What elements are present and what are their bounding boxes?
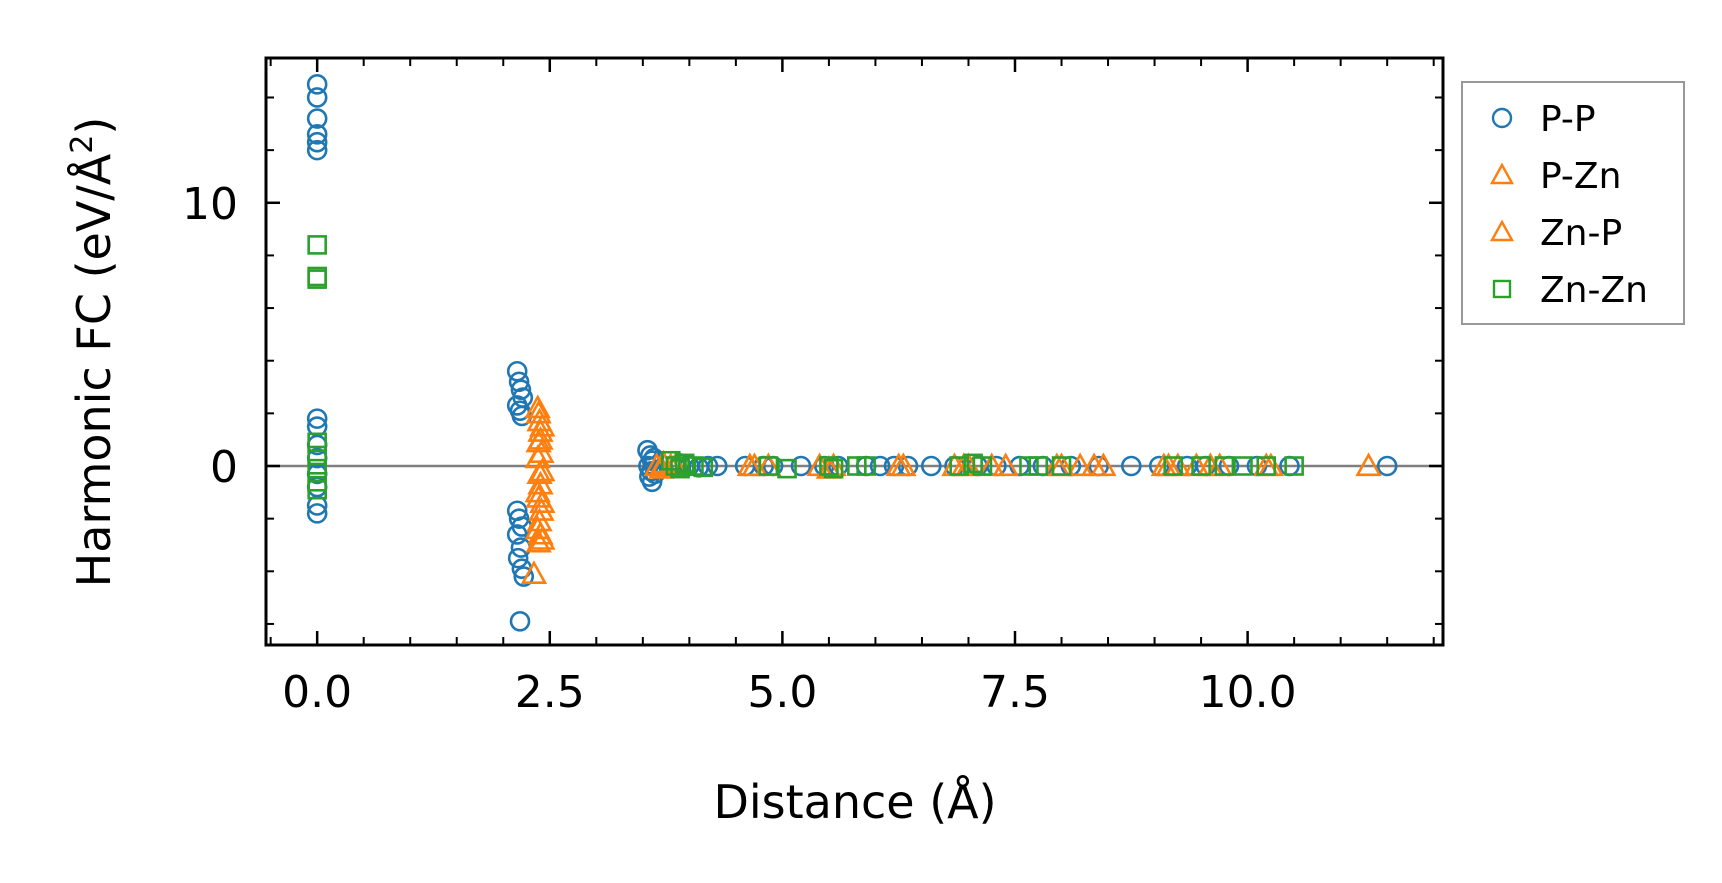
data-point	[307, 432, 327, 453]
data-point	[306, 131, 328, 153]
series-p-zn	[520, 399, 1382, 585]
data-point	[972, 456, 993, 476]
y-axis-title-main: Harmonic FC (eV/Å	[67, 153, 121, 587]
data-point	[529, 457, 556, 482]
data-point	[520, 560, 548, 585]
data-point	[506, 524, 528, 545]
data-point	[1080, 452, 1108, 477]
legend: P-P P-Zn Zn-P Zn-Zn	[1461, 81, 1685, 325]
legend-label: Zn-Zn	[1540, 270, 1648, 311]
data-point	[306, 503, 328, 524]
legend-entry-zn-zn: Zn-Zn	[1492, 270, 1648, 311]
data-point	[306, 495, 328, 516]
data-point	[307, 235, 327, 255]
data-point	[1284, 456, 1304, 476]
x-tick-label: 5.0	[747, 667, 817, 718]
y-axis-title-close: )	[67, 117, 121, 135]
data-point	[306, 408, 328, 429]
data-point	[306, 124, 328, 145]
series-zn-zn	[307, 235, 1304, 500]
data-point	[1191, 456, 1211, 476]
legend-marker-square	[1492, 279, 1512, 299]
legend-marker-circle	[1491, 107, 1513, 129]
data-point	[307, 445, 327, 466]
x-tick-label: 0.0	[282, 667, 352, 718]
data-point	[307, 479, 327, 500]
data-point	[869, 455, 891, 477]
y-tick-label: 0	[210, 442, 238, 493]
data-point	[507, 547, 529, 569]
data-point	[306, 74, 328, 95]
data-point	[992, 452, 1019, 477]
tick-labels: 0.0 2.5 5.0 7.5 10.0 0 10	[182, 179, 1297, 718]
y-tick-label: 10	[182, 179, 238, 230]
data-point	[524, 394, 551, 419]
y-axis-title-superscript: 2	[65, 135, 100, 154]
data-point	[1233, 456, 1253, 476]
data-point	[529, 489, 556, 513]
data-point	[306, 139, 328, 161]
data-point	[790, 455, 812, 477]
legend-entry-zn-p: Zn-P	[1489, 213, 1622, 254]
data-point	[1214, 456, 1235, 476]
data-point	[885, 452, 912, 477]
data-point	[706, 455, 728, 477]
data-point	[307, 269, 327, 289]
data-markers	[306, 74, 1398, 632]
x-tick-label: 2.5	[515, 667, 585, 718]
x-tick-label: 10.0	[1199, 667, 1297, 718]
data-point	[306, 108, 328, 129]
data-point	[306, 87, 328, 108]
data-point	[1163, 456, 1183, 476]
y-axis-title: Harmonic FC (eV/Å2)	[65, 117, 121, 588]
legend-label: Zn-P	[1540, 213, 1622, 254]
data-point	[529, 412, 556, 437]
x-tick-label: 7.5	[980, 667, 1050, 718]
data-point	[758, 456, 779, 476]
data-point	[693, 457, 714, 478]
legend-entry-p-p: P-P	[1491, 99, 1596, 140]
data-point	[856, 456, 876, 476]
data-point	[307, 458, 327, 479]
data-point	[823, 458, 844, 479]
plot-frame	[264, 56, 1445, 647]
data-point	[525, 528, 552, 553]
legend-label: P-Zn	[1540, 156, 1621, 197]
data-point	[513, 566, 535, 587]
data-point	[819, 456, 839, 476]
data-point	[1376, 455, 1398, 477]
data-point	[1066, 452, 1094, 477]
legend-marker-triangle	[1489, 162, 1515, 185]
series-p-p	[306, 74, 1398, 632]
data-point	[949, 456, 969, 476]
data-point	[526, 507, 553, 532]
data-point	[1121, 455, 1142, 477]
data-point	[1051, 456, 1072, 476]
data-point	[1355, 452, 1382, 477]
data-point	[1256, 456, 1277, 476]
legend-marker-triangle	[1489, 219, 1515, 242]
data-point	[529, 526, 556, 550]
data-point	[920, 455, 942, 477]
legend-entry-p-zn: P-Zn	[1489, 156, 1621, 197]
data-point	[1028, 456, 1049, 476]
data-point	[509, 611, 531, 632]
data-point	[527, 426, 554, 450]
x-axis-title: Distance (Å)	[713, 775, 996, 829]
data-point	[670, 458, 690, 479]
data-point	[777, 458, 797, 479]
data-point	[528, 497, 555, 521]
legend-frame	[1461, 81, 1685, 325]
axes	[264, 56, 1445, 647]
legend-label: P-P	[1540, 99, 1596, 140]
